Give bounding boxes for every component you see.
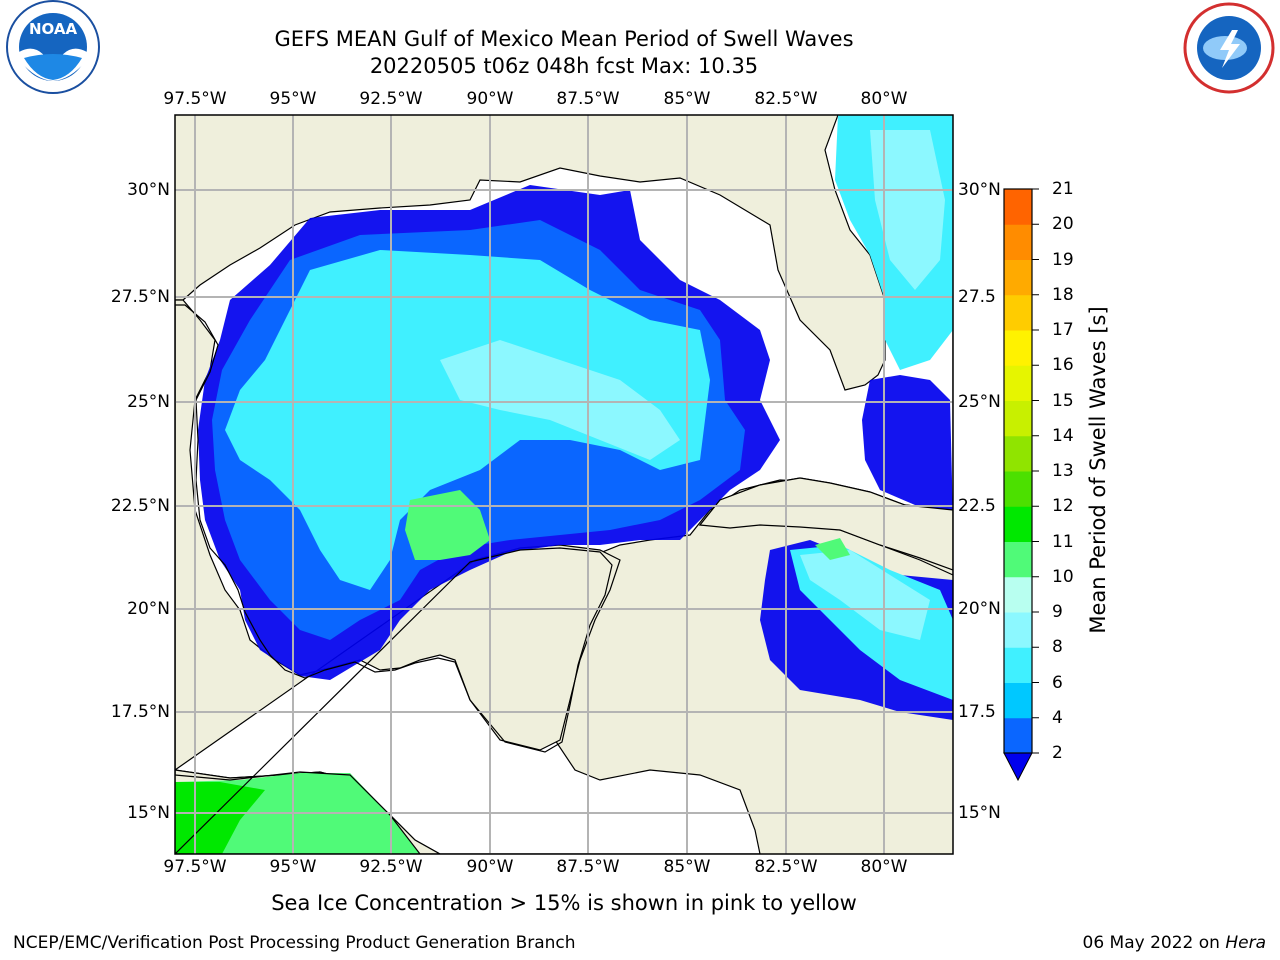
colorbar-segment bbox=[1004, 435, 1032, 472]
colorbar-segment bbox=[1004, 189, 1032, 225]
chart-subtitle: 20220505 t06z 048h fcst Max: 10.35 bbox=[369, 54, 759, 78]
lon-label-bottom: 85°W bbox=[663, 857, 711, 877]
colorbar-tick-label: 16 bbox=[1052, 355, 1074, 376]
colorbar-tick-label: 12 bbox=[1052, 496, 1074, 517]
lat-label-right: 22.5 bbox=[958, 496, 996, 516]
colorbar-tick-label: 11 bbox=[1052, 531, 1074, 552]
colorbar-tick-label: 10 bbox=[1052, 566, 1074, 587]
lon-label-bottom: 97.5°W bbox=[163, 857, 227, 877]
lat-label-right: 17.5 bbox=[958, 702, 996, 722]
colorbar-tick-label: 20 bbox=[1052, 214, 1074, 235]
colorbar-segment bbox=[1004, 224, 1032, 260]
swell-band-atlantic-inner bbox=[870, 130, 945, 290]
lat-label-right: 25°N bbox=[958, 392, 1001, 412]
lat-label-right: 27.5 bbox=[958, 287, 996, 307]
lat-label-right: 30°N bbox=[958, 180, 1001, 200]
colorbar-tick-label: 9 bbox=[1052, 602, 1063, 622]
lat-label-left: 17.5°N bbox=[110, 702, 170, 722]
colorbar-tick-label: 6 bbox=[1052, 672, 1063, 693]
swell-band-9-10 bbox=[405, 490, 490, 560]
colorbar-tick-label: 2 bbox=[1052, 743, 1063, 763]
date-text: 06 May 2022 on Hera bbox=[1083, 933, 1267, 953]
colorbar-tick-label: 13 bbox=[1052, 461, 1074, 481]
nws-logo bbox=[1183, 2, 1275, 94]
colorbar-segment bbox=[1004, 365, 1032, 401]
colorbar-segment bbox=[1004, 647, 1032, 683]
lat-label-right: 20°N bbox=[958, 599, 1001, 619]
lon-label-top: 92.5°W bbox=[359, 89, 423, 109]
lon-label-bottom: 82.5°W bbox=[754, 857, 818, 877]
lon-label-top: 97.5°W bbox=[163, 89, 227, 109]
colorbar-tick-label: 14 bbox=[1052, 425, 1074, 446]
colorbar-tick-label: 8 bbox=[1052, 637, 1063, 658]
colorbar-tick-label: 21 bbox=[1052, 179, 1074, 199]
colorbar-segment bbox=[1004, 612, 1032, 648]
lon-label-top: 90°W bbox=[466, 89, 514, 109]
colorbar-segment bbox=[1004, 330, 1032, 366]
colorbar-under-arrow bbox=[1003, 752, 1033, 782]
colorbar-tick-label: 18 bbox=[1052, 284, 1074, 305]
lat-label-left: 27.5°N bbox=[110, 287, 170, 307]
lat-label-left: 15°N bbox=[127, 803, 170, 823]
lat-label-right: 15°N bbox=[958, 803, 1001, 823]
colorbar-segment bbox=[1004, 259, 1032, 296]
swell-band-8-9 bbox=[440, 340, 680, 460]
colorbar-segment bbox=[1004, 400, 1032, 437]
colorbar-segment bbox=[1004, 541, 1032, 578]
colorbar bbox=[1003, 188, 1039, 782]
colorbar-segment bbox=[1004, 506, 1032, 542]
lon-label-bottom: 80°W bbox=[860, 857, 908, 877]
lon-label-bottom: 90°W bbox=[466, 857, 514, 877]
host-name: Hera bbox=[1225, 933, 1266, 953]
colorbar-tick-label: 19 bbox=[1052, 249, 1074, 270]
colorbar-label: Mean Period of Swell Waves [s] bbox=[1086, 306, 1110, 634]
lon-label-top: 95°W bbox=[269, 89, 317, 109]
colorbar-segment bbox=[1004, 471, 1032, 507]
colorbar-segment bbox=[1004, 576, 1032, 613]
lat-label-left: 30°N bbox=[127, 180, 170, 200]
lat-label-left: 20°N bbox=[127, 599, 170, 619]
date-label: 06 May 2022 on bbox=[1082, 933, 1226, 953]
swell-band-carib-8-9 bbox=[800, 550, 930, 640]
swell-band-carib-9-10 bbox=[815, 538, 850, 560]
lon-label-bottom: 92.5°W bbox=[359, 857, 423, 877]
chart-title: GEFS MEAN Gulf of Mexico Mean Period of … bbox=[274, 27, 854, 51]
lon-label-top: 80°W bbox=[860, 89, 908, 109]
credit-text: NCEP/EMC/Verification Post Processing Pr… bbox=[13, 933, 576, 953]
lon-label-bottom: 87.5°W bbox=[556, 857, 620, 877]
colorbar-segment bbox=[1004, 717, 1032, 754]
colorbar-tick-label: 17 bbox=[1052, 320, 1074, 340]
colorbar-segment bbox=[1004, 682, 1032, 719]
sea-ice-note: Sea Ice Concentration > 15% is shown in … bbox=[271, 891, 857, 915]
colorbar-segment bbox=[1004, 294, 1032, 331]
map-frame bbox=[174, 114, 954, 855]
swell-pacific-10-11 bbox=[175, 782, 265, 854]
lon-label-top: 85°W bbox=[663, 89, 711, 109]
lon-label-bottom: 95°W bbox=[269, 857, 317, 877]
lon-label-top: 82.5°W bbox=[754, 89, 818, 109]
lat-label-left: 22.5°N bbox=[110, 496, 170, 516]
graticule bbox=[175, 115, 953, 854]
colorbar-tick-label: 15 bbox=[1052, 390, 1074, 411]
lat-label-left: 25°N bbox=[127, 392, 170, 412]
lon-label-top: 87.5°W bbox=[556, 89, 620, 109]
noaa-logo-text: NOAA bbox=[29, 20, 78, 38]
noaa-logo: NOAA bbox=[6, 0, 100, 94]
colorbar-tick-label: 4 bbox=[1052, 707, 1063, 728]
